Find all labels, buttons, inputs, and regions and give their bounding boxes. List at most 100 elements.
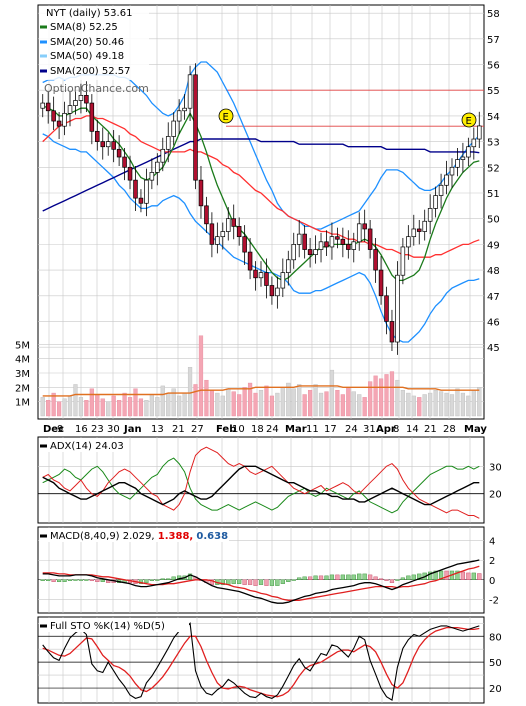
x-tick-label: Feb	[216, 424, 236, 435]
volume-bar	[46, 400, 51, 417]
x-tick-label: 27	[191, 424, 204, 435]
candle-body	[296, 233, 302, 245]
macd-histogram-bar	[247, 579, 253, 585]
volume-bar	[138, 398, 144, 417]
volume-bar	[144, 400, 149, 417]
macd-histogram-bar	[411, 574, 416, 580]
macd-histogram-bar	[51, 579, 56, 582]
candle-body	[165, 136, 171, 150]
volume-bar	[160, 385, 165, 417]
candle-body	[149, 172, 155, 181]
indicator-layer	[40, 446, 482, 701]
volume-bar	[117, 400, 122, 417]
volume-bar	[182, 392, 187, 417]
macd-histogram-bar	[417, 573, 422, 580]
volume-tick-label: 2M	[15, 383, 30, 394]
candle-body	[89, 102, 95, 132]
volume-bar	[209, 390, 214, 417]
volume-bar	[171, 388, 176, 417]
candle-body	[56, 120, 62, 127]
sto-tick-label: 80	[489, 632, 502, 643]
x-tick-label: 23	[91, 424, 104, 435]
volume-bar	[89, 388, 94, 417]
x-tick-label: 9	[57, 424, 63, 435]
volume-bar	[247, 382, 253, 417]
candle-body	[122, 156, 127, 168]
macd-histogram-bar	[302, 576, 307, 580]
candle-body	[416, 228, 422, 232]
macd-histogram-bar	[373, 576, 378, 580]
volume-bar	[384, 374, 389, 417]
volume-average-line	[42, 385, 480, 397]
sma200-line	[42, 138, 480, 212]
candle-body	[95, 130, 100, 142]
macd-tick-label: 4	[489, 537, 495, 548]
volume-bar	[346, 387, 351, 417]
earnings-marker-may: E	[461, 112, 477, 128]
macd-histogram-bar	[166, 578, 171, 580]
x-tick-label: 18	[251, 424, 264, 435]
candle-body	[389, 321, 395, 343]
volume-bar	[84, 400, 89, 417]
candle-body	[275, 287, 280, 297]
volume-bar	[111, 395, 116, 417]
macd-histogram-bar	[460, 571, 466, 580]
candle-body	[460, 156, 466, 160]
x-tick-label: 21	[172, 424, 185, 435]
macd-histogram-bar	[329, 574, 335, 580]
x-tick-label: May	[464, 424, 487, 435]
volume-layer	[40, 335, 482, 417]
x-tick-label: 30	[107, 424, 120, 435]
candle-body	[40, 102, 45, 109]
candle-body	[204, 205, 209, 225]
candle-body	[324, 241, 329, 248]
macd-histogram-bar	[406, 575, 411, 580]
macd-histogram-bar	[286, 579, 291, 582]
candle-body	[264, 272, 269, 286]
macd-label: MACD(8,40,9) 2.029,	[50, 531, 155, 542]
candle-body	[105, 141, 111, 148]
volume-bar	[417, 397, 422, 417]
candle-body	[215, 236, 220, 245]
candle-body	[198, 179, 204, 207]
macd-histogram-bar	[324, 575, 329, 580]
chart-title: NYT (daily) 53.61	[46, 8, 132, 19]
volume-bar	[220, 395, 225, 417]
watermark: OptionChance.com	[44, 82, 149, 95]
volume-bar	[204, 379, 209, 417]
macd-histogram-bar	[149, 579, 154, 581]
candle-body	[335, 236, 340, 240]
volume-bar	[357, 394, 362, 417]
candle-body	[45, 102, 51, 112]
macd-histogram-bar	[455, 570, 460, 580]
candle-body	[171, 120, 176, 137]
macd-histogram-bar	[46, 579, 51, 581]
price-tick-label: 57	[487, 35, 500, 46]
candle-body	[84, 95, 89, 104]
macd-signal-line	[42, 565, 480, 601]
volume-bar	[477, 387, 482, 417]
candle-body	[471, 138, 477, 148]
volume-bar	[471, 390, 476, 417]
volume-bar	[286, 382, 291, 417]
candle-body	[356, 223, 362, 243]
macd-histogram-bar	[56, 579, 62, 582]
candle-body	[400, 246, 406, 276]
x-tick-label: 21	[424, 424, 437, 435]
svg-text:E: E	[466, 116, 472, 127]
candle-body	[340, 238, 346, 245]
volume-bar	[406, 392, 411, 417]
candle-body	[411, 228, 417, 238]
price-tick-label: 58	[487, 9, 500, 20]
macd-hist-value: 0.638	[196, 531, 228, 542]
macd-histogram-bar	[351, 574, 356, 580]
volume-bar	[73, 384, 78, 417]
candle-body	[220, 231, 226, 238]
candle-body	[444, 174, 449, 186]
candle-body	[67, 105, 73, 114]
candle-body	[62, 112, 67, 127]
macd-histogram-bar	[237, 579, 242, 584]
candle-body	[231, 218, 236, 227]
legend-sma50: SMA(50) 49.18	[50, 51, 124, 62]
volume-bar	[275, 392, 280, 417]
